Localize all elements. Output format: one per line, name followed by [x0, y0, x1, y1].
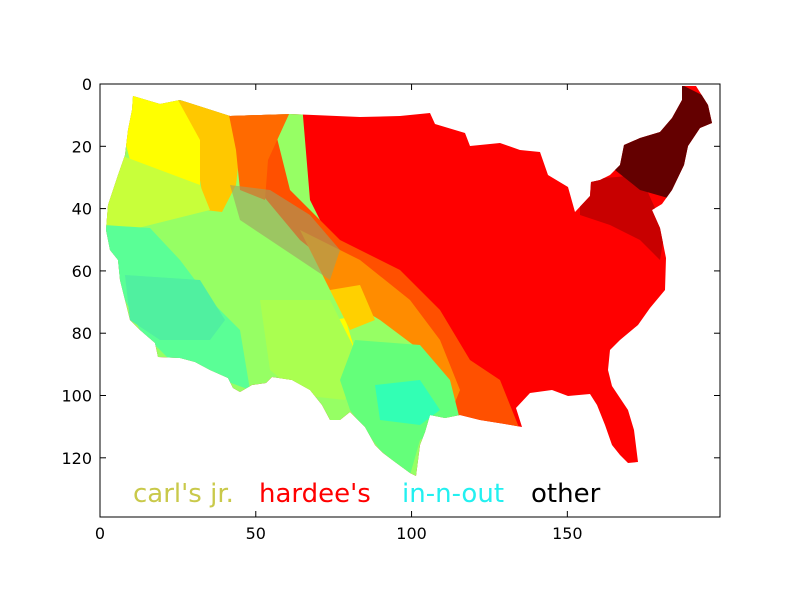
y-tick-label: 120: [61, 449, 92, 468]
legend-label: in-n-out: [402, 479, 504, 509]
x-tick-label: 150: [552, 524, 583, 543]
region-kansas-mix: [260, 300, 360, 400]
y-tick-label: 60: [72, 262, 92, 281]
region-new-england: [615, 86, 712, 200]
x-tick-label: 50: [246, 524, 266, 543]
x-tick-label: 0: [95, 524, 105, 543]
y-tick-label: 0: [82, 75, 92, 94]
legend-label: other: [531, 479, 601, 509]
y-tick-label: 100: [61, 387, 92, 406]
region-pacific-coast: [106, 155, 210, 230]
legend-label: carl's jr.: [133, 479, 234, 509]
region-transition-band: [230, 185, 340, 280]
region-california-2: [125, 275, 225, 340]
y-tick-label: 40: [72, 200, 92, 219]
region-texas-gulf: [375, 380, 440, 425]
x-axis: 0 50 100 150: [95, 84, 583, 543]
y-tick-label: 80: [72, 324, 92, 343]
axes-frame: [99, 83, 721, 518]
region-northern-rockies: [178, 100, 240, 212]
legend: carl's jr. hardee's in-n-out other: [133, 479, 601, 509]
legend-label: hardee's: [259, 479, 371, 509]
region-colorado-2: [330, 285, 375, 330]
x-tick-label: 100: [396, 524, 427, 543]
region-montana-east: [228, 110, 290, 200]
region-orange-light: [300, 230, 460, 415]
y-axis: 0 20 40 60 80 100 120: [61, 75, 720, 468]
y-tick-label: 20: [72, 137, 92, 156]
region-new-york: [580, 175, 665, 260]
region-plains-transition: [230, 110, 520, 430]
